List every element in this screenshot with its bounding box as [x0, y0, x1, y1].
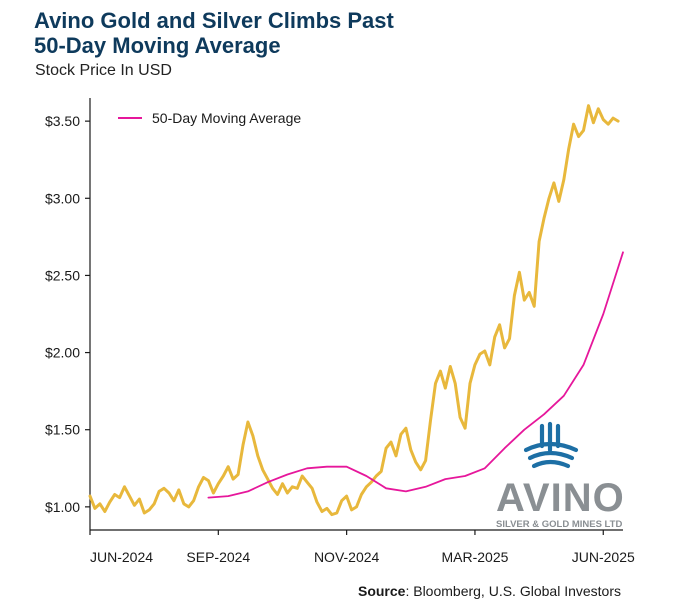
- y-tick-label: $2.00: [45, 345, 80, 361]
- x-tick-label: MAR-2025: [441, 549, 508, 565]
- x-axis-ticks: JUN-2024 SEP-2024 NOV-2024 MAR-2025 JUN-2025: [89, 530, 635, 565]
- logo-name: AVINO: [496, 476, 625, 520]
- x-tick-label: NOV-2024: [314, 549, 380, 565]
- x-tick-label: JUN-2024: [90, 549, 153, 565]
- moving-average-series-line: [207, 251, 624, 499]
- y-tick-label: $2.50: [45, 267, 80, 283]
- source-text: : Bloomberg, U.S. Global Investors: [405, 583, 621, 599]
- x-tick-label: JUN-2025: [572, 549, 635, 565]
- y-axis-ticks: $1.00 $1.50 $2.00 $2.50 $3.00 $3.50: [45, 113, 90, 515]
- legend: 50-Day Moving Average: [118, 110, 301, 126]
- x-tick-label: SEP-2024: [186, 549, 250, 565]
- chart-subtitle: Stock Price In USD: [35, 62, 172, 79]
- price-series-line: [88, 104, 620, 517]
- y-tick-label: $1.50: [45, 422, 80, 438]
- y-tick-label: $3.50: [45, 113, 80, 129]
- source-note: Source: Bloomberg, U.S. Global Investors: [358, 583, 621, 599]
- y-tick-label: $3.00: [45, 190, 80, 206]
- y-tick-label: $1.00: [45, 499, 80, 515]
- series-layer: [88, 104, 624, 517]
- source-label: Source: [357, 583, 406, 599]
- chart-title-line-2: 50-Day Moving Average: [34, 33, 281, 58]
- avino-logo: AVINO SILVER & GOLD MINES LTD: [496, 420, 625, 532]
- legend-ma-label: 50-Day Moving Average: [152, 110, 301, 126]
- chart-title: Avino Gold and Silver Climbs Past 50-Day…: [34, 8, 394, 58]
- logo-tagline: SILVER & GOLD MINES LTD: [496, 519, 623, 530]
- chart-title-line-1: Avino Gold and Silver Climbs Past: [34, 8, 394, 33]
- avino-wave-logo-icon: [523, 421, 579, 469]
